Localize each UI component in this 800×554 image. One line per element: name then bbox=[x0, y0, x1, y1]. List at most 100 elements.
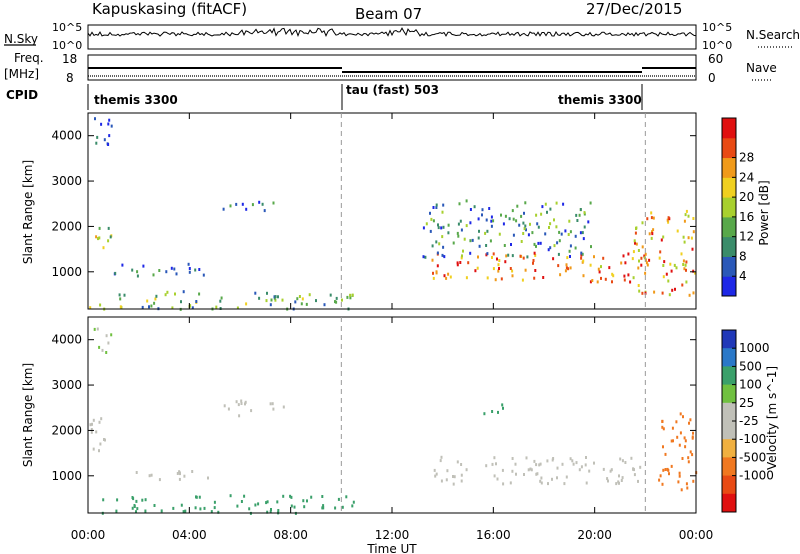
velocity-cell bbox=[687, 456, 690, 460]
velocity-cell bbox=[602, 467, 605, 471]
freq-tick-bottom: 8 bbox=[66, 71, 74, 85]
power-cell bbox=[537, 225, 540, 229]
power-cell bbox=[637, 284, 640, 287]
power-cell bbox=[503, 244, 506, 247]
power-cell bbox=[590, 245, 592, 249]
power-cell bbox=[611, 280, 613, 284]
power-cell bbox=[436, 264, 439, 268]
power-cell bbox=[582, 237, 585, 241]
colorbar-swatch bbox=[722, 256, 736, 277]
velocity-cell bbox=[676, 435, 679, 439]
power-cell bbox=[467, 261, 470, 265]
power-cell bbox=[512, 217, 515, 221]
velocity-cell bbox=[620, 479, 623, 482]
velocity-cell bbox=[195, 495, 197, 499]
velocity-cell bbox=[501, 403, 504, 407]
velocity-cell bbox=[213, 506, 216, 510]
power-cell bbox=[526, 255, 529, 259]
power-cell bbox=[650, 211, 653, 215]
colorbar-swatch bbox=[722, 137, 736, 159]
power-cell bbox=[623, 274, 626, 278]
y-tick-label: 2000 bbox=[51, 423, 82, 437]
velocity-cell bbox=[678, 471, 681, 475]
power-cell bbox=[298, 295, 301, 298]
velocity-cell bbox=[585, 481, 588, 485]
power-cell bbox=[341, 298, 343, 302]
power-cell bbox=[187, 262, 190, 266]
power-cell bbox=[632, 276, 635, 280]
velocity-cell bbox=[210, 510, 213, 514]
velocity-cell bbox=[135, 499, 138, 503]
velocity-heatmap bbox=[89, 327, 698, 515]
freq-label-2: [MHz] bbox=[4, 67, 39, 81]
power-cell bbox=[89, 306, 92, 310]
power-cell bbox=[637, 266, 640, 270]
power-cell bbox=[457, 234, 460, 238]
power-cell bbox=[651, 232, 654, 236]
velocity-cell bbox=[621, 459, 624, 463]
power-cell bbox=[691, 247, 694, 251]
power-cell bbox=[335, 300, 338, 304]
x-tick-label: 20:00 bbox=[577, 528, 612, 542]
velocity-cell bbox=[536, 472, 539, 476]
velocity-cell bbox=[110, 333, 113, 337]
nave-tick-top: 60 bbox=[708, 52, 723, 66]
power-cell bbox=[491, 256, 493, 259]
power-cell bbox=[569, 255, 571, 258]
velocity-cell bbox=[254, 503, 257, 507]
velocity-cell bbox=[105, 334, 108, 338]
power-cell bbox=[435, 203, 438, 207]
power-cell bbox=[511, 209, 514, 213]
colorbar-tick-label: 4 bbox=[739, 269, 747, 283]
power-cell bbox=[107, 122, 110, 126]
velocity-cell bbox=[306, 499, 308, 503]
velocity-cell bbox=[670, 464, 673, 468]
power-cell bbox=[653, 290, 656, 294]
velocity-cell bbox=[523, 473, 525, 476]
velocity-cell bbox=[460, 479, 463, 483]
velocity-ylabel: Slant Range [km] bbox=[21, 363, 35, 467]
power-cell bbox=[692, 269, 695, 273]
power-cell bbox=[296, 297, 299, 301]
power-cell bbox=[258, 200, 261, 204]
colorbar-swatch bbox=[722, 330, 736, 349]
velocity-cell bbox=[93, 327, 96, 331]
power-cell bbox=[662, 235, 665, 239]
power-cell bbox=[432, 206, 435, 209]
power-cell bbox=[536, 222, 539, 226]
velocity-cell bbox=[535, 463, 538, 467]
power-cell bbox=[272, 201, 275, 205]
velocity-cell bbox=[692, 479, 695, 483]
power-cell bbox=[669, 262, 672, 266]
power-cell bbox=[529, 222, 531, 226]
velocity-cell bbox=[132, 497, 135, 501]
velocity-cell bbox=[540, 481, 543, 485]
velocity-cell bbox=[561, 462, 564, 466]
velocity-cell bbox=[529, 467, 532, 471]
colorbar-tick-label: 8 bbox=[739, 249, 747, 263]
velocity-cell bbox=[686, 486, 689, 490]
colorbar-swatch bbox=[722, 439, 736, 458]
power-cell bbox=[645, 261, 648, 265]
power-cell bbox=[469, 208, 472, 211]
velocity-cell bbox=[345, 495, 348, 499]
power-cell bbox=[511, 274, 514, 278]
power-cell bbox=[680, 252, 683, 256]
power-cell bbox=[674, 287, 676, 291]
power-cell bbox=[583, 211, 586, 215]
velocity-cell bbox=[244, 402, 246, 406]
velocity-cell bbox=[144, 498, 147, 502]
power-cell bbox=[549, 207, 552, 211]
velocity-cell bbox=[491, 462, 494, 466]
power-cell bbox=[349, 293, 352, 297]
power-heatmap bbox=[89, 117, 697, 311]
power-cell bbox=[511, 269, 514, 273]
power-cell bbox=[690, 236, 693, 240]
velocity-cell bbox=[688, 421, 690, 425]
velocity-cell bbox=[679, 431, 682, 435]
power-cell bbox=[425, 222, 428, 226]
power-cell bbox=[534, 269, 537, 272]
power-cell bbox=[544, 202, 547, 206]
power-cell bbox=[432, 219, 435, 223]
power-cell bbox=[486, 229, 489, 233]
